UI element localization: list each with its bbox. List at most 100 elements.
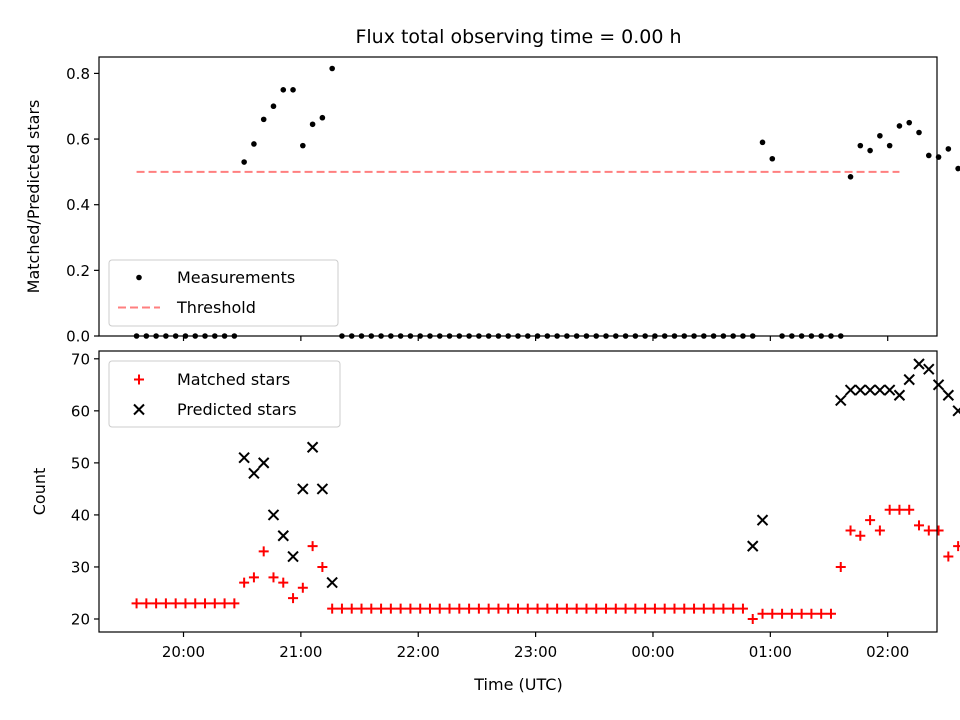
matched-star-point [914,520,925,531]
predicted-star-point [316,483,329,495]
matched-star-point [816,608,827,619]
matched-star-point [229,598,240,609]
measurement-point [280,87,287,93]
top-y-tick-label: 0.6 [66,131,90,149]
matched-star-point [698,603,709,614]
x-tick-label: 02:00 [866,643,909,661]
predicted-star-point [854,384,867,396]
measurement-point [759,139,766,146]
matched-star-point [679,603,690,614]
matched-star-point [366,603,377,614]
matched-star-point [835,561,846,572]
matched-star-point [180,598,191,609]
predicted-star-point [267,509,280,521]
matched-star-point [209,598,220,609]
bottom-y-tick-label: 40 [71,506,90,524]
measurement-point [925,152,932,159]
matched-star-point [327,603,338,614]
predicted-star-point [864,384,876,396]
matched-star-point [219,598,230,609]
predicted-star-point [874,384,886,396]
matched-star-point [786,608,797,619]
top-axes-frame [98,56,938,337]
matched-star-point [884,504,895,515]
measurement-point [309,121,316,128]
matched-star-point [933,525,944,536]
legend-predicted-marker [133,403,145,416]
bottom-y-tick-label: 70 [71,350,90,368]
matched-star-point [405,603,416,614]
bottom-legend-box [108,360,341,428]
legend-predicted-label: Predicted stars [177,400,297,419]
measurement-point [847,174,854,180]
top-y-tick-label: 0.4 [66,196,90,214]
matched-star-point [297,582,308,593]
legend-matched-marker [134,374,144,385]
matched-star-point [728,603,739,614]
bottom-axes-frame [98,350,938,633]
matched-star-point [620,603,631,614]
predicted-star-point [883,384,896,396]
matched-star-point [865,515,876,526]
matched-star-point [170,598,181,609]
predicted-star-point [903,373,915,386]
matched-star-point [307,541,318,552]
predicted-star-point [747,540,759,552]
measurement-point [251,141,257,147]
matched-star-point [493,603,504,614]
matched-star-point [874,525,885,536]
predicted-star-point [306,441,319,453]
matched-star-point [552,603,563,614]
matched-star-point [424,603,435,614]
bottom-y-axis-label: Count [30,468,49,516]
matched-star-point [640,603,651,614]
matched-star-point [160,598,171,609]
predicted-star-point [297,483,309,495]
matched-star-point [513,603,523,614]
matched-star-point [141,598,152,609]
x-tick-label: 20:00 [162,643,205,661]
matched-star-point [288,593,299,604]
matched-star-point [806,608,817,619]
matched-star-point [415,603,426,614]
predicted-star-point [756,514,769,526]
matched-star-point [483,603,494,614]
matched-star-point [757,608,768,619]
matched-star-point [796,608,807,619]
predicted-star-point [238,451,250,464]
predicted-star-point [835,394,847,407]
matched-star-point [454,603,465,614]
predicted-star-point [277,530,289,542]
bottom-y-tick-label: 50 [71,454,90,472]
bottom-y-tick-label: 20 [71,610,90,628]
matched-star-point [767,608,778,619]
matched-star-point [278,577,289,588]
measurement-point [877,132,883,139]
measurement-point [241,159,247,165]
matched-star-point [777,608,788,619]
measurement-point [886,142,893,149]
measurement-point [857,142,864,149]
measurement-point [945,146,952,152]
matched-star-point [190,598,201,609]
matched-star-point [395,603,406,614]
matched-star-point [601,603,612,614]
measurement-point [290,87,296,93]
matched-star-point [923,525,934,536]
predicted-star-point [913,358,925,370]
matched-star-point [268,572,279,583]
matched-star-point [561,603,572,614]
matched-star-point [434,603,445,614]
measurement-point [916,129,922,136]
predicted-star-point [326,576,338,589]
legend-measurements-label: Measurements [177,268,295,287]
predicted-star-point [893,389,906,401]
x-axis-label: Time (UTC) [473,675,562,694]
matched-star-point [825,608,836,619]
matched-star-point [610,603,621,614]
predicted-star-point [932,379,945,391]
legend-matched-label: Matched stars [177,370,290,389]
x-tick-label: 01:00 [749,643,792,661]
matched-star-point [258,546,269,557]
matched-star-point [151,598,162,609]
